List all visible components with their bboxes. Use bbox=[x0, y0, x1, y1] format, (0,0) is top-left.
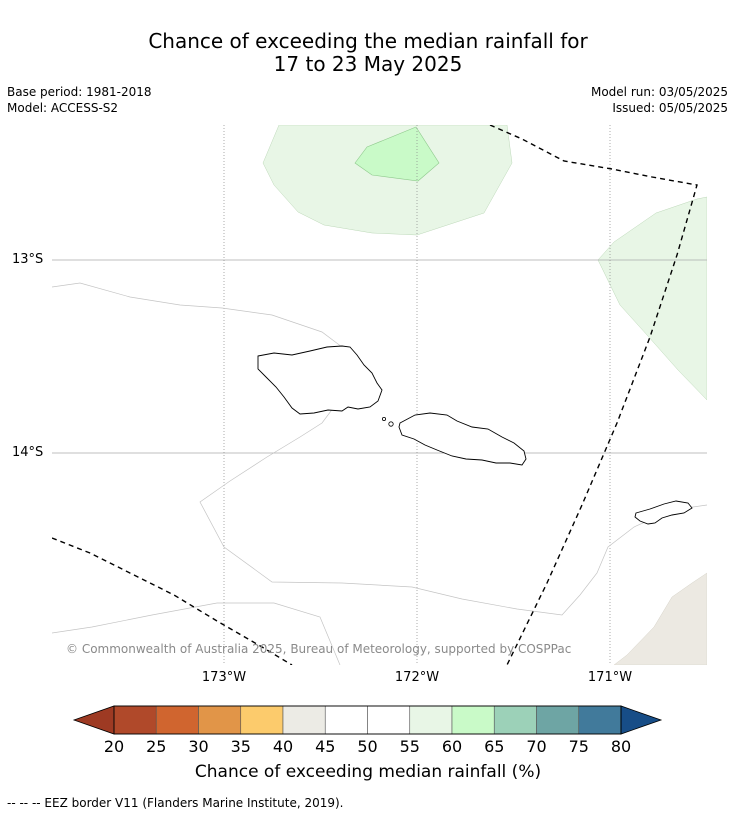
colorbar-tick-label: 55 bbox=[399, 737, 420, 756]
colorbar-segment bbox=[409, 705, 453, 735]
region-boundary bbox=[52, 282, 707, 616]
title-line-2: 17 to 23 May 2025 bbox=[273, 52, 463, 76]
colorbar-tick-label: 50 bbox=[357, 737, 378, 756]
islet-manono bbox=[388, 421, 394, 427]
islet-apolima bbox=[381, 416, 386, 421]
model-run: Model run: 03/05/2025 bbox=[590, 85, 728, 99]
colorbar-segment bbox=[155, 705, 199, 735]
model-name: Model: ACCESS-S2 bbox=[7, 101, 119, 115]
colorbar-tick-label: 80 bbox=[610, 737, 632, 756]
chart-title: Chance of exceeding the median rainfall … bbox=[0, 30, 736, 76]
eez-border-southwest bbox=[52, 537, 293, 665]
colorbar-segment bbox=[367, 705, 411, 735]
base-period: Base period: 1981-2018 bbox=[7, 85, 152, 99]
colorbar-tick-label: 70 bbox=[526, 737, 547, 756]
colorbar-outline bbox=[113, 705, 622, 735]
colorbar-tick-label: 60 bbox=[441, 737, 463, 756]
colorbar-extend-low bbox=[72, 705, 115, 735]
colorbar-tick-label: 65 bbox=[484, 737, 505, 756]
colorbar-title: Chance of exceeding median rainfall (%) bbox=[194, 762, 542, 782]
lon-label-173w: 173°W bbox=[201, 670, 247, 685]
lat-label-14s: 14°S bbox=[12, 445, 44, 460]
island-upolu bbox=[398, 412, 527, 466]
lon-label-172w: 172°W bbox=[394, 670, 440, 685]
lon-label-171w: 171°W bbox=[587, 670, 633, 685]
colorbar bbox=[72, 705, 663, 735]
issued-date: Issued: 05/05/2025 bbox=[612, 101, 728, 115]
colorbar-segment bbox=[282, 705, 326, 735]
colorbar-segment bbox=[198, 705, 242, 735]
colorbar-segment bbox=[240, 705, 284, 735]
band-55-60-east bbox=[597, 196, 707, 401]
map-panel bbox=[52, 125, 707, 665]
colorbar-tick-label: 20 bbox=[103, 737, 125, 756]
colorbar-tick-label: 35 bbox=[230, 737, 251, 756]
colorbar-segment bbox=[493, 705, 537, 735]
colorbar-segment bbox=[324, 705, 368, 735]
colorbar-tick-label: 25 bbox=[146, 737, 167, 756]
meta-right: Model run: 03/05/2025 Issued: 05/05/2025 bbox=[591, 84, 728, 116]
copyright-notice: © Commonwealth of Australia 2025, Bureau… bbox=[66, 642, 572, 656]
meta-left: Base period: 1981-2018 Model: ACCESS-S2 bbox=[7, 84, 152, 116]
colorbar-segment bbox=[113, 705, 157, 735]
island-tutuila bbox=[634, 500, 693, 525]
title-line-1: Chance of exceeding the median rainfall … bbox=[148, 29, 588, 53]
colorbar-tick-label: 45 bbox=[315, 737, 336, 756]
island-savaii bbox=[257, 345, 383, 415]
colorbar-segment bbox=[578, 705, 622, 735]
band-40-45-southeast bbox=[613, 572, 707, 665]
lat-label-13s: 13°S bbox=[12, 252, 44, 267]
band-60-65-north bbox=[354, 126, 440, 182]
colorbar-segment bbox=[536, 705, 580, 735]
region-boundary-south bbox=[52, 602, 341, 665]
band-55-60-north bbox=[262, 125, 513, 236]
colorbar-segment bbox=[451, 705, 495, 735]
eez-border-northeast bbox=[489, 125, 698, 665]
colorbar-tick-label: 30 bbox=[188, 737, 209, 756]
colorbar-tick-label: 75 bbox=[568, 737, 589, 756]
colorbar-tick-label: 40 bbox=[272, 737, 294, 756]
eez-footnote: -- -- -- EEZ border V11 (Flanders Marine… bbox=[7, 796, 344, 810]
colorbar-extend-high bbox=[620, 705, 663, 735]
